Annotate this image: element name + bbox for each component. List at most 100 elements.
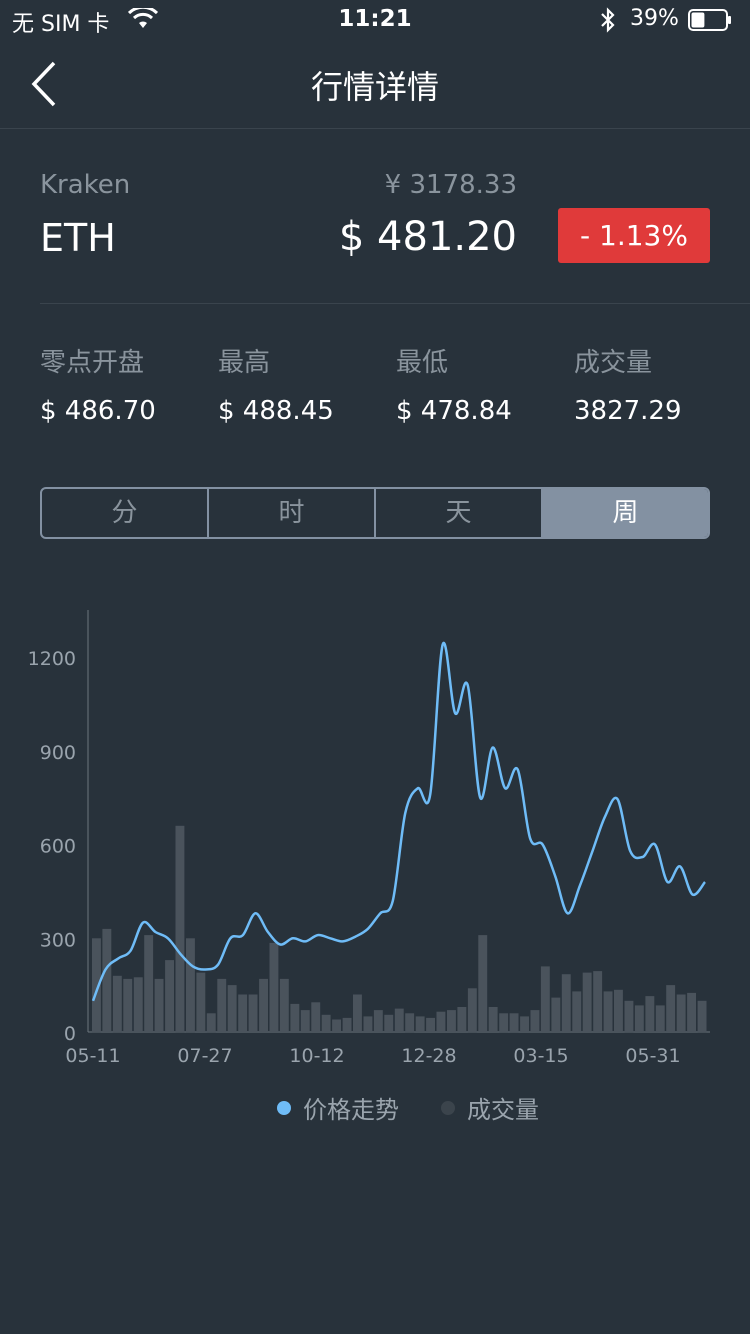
chevron-left-icon[interactable] — [28, 60, 62, 108]
volume-bar — [133, 977, 143, 1032]
volume-bar — [530, 1010, 540, 1032]
price-cny: ¥ 3178.33 — [384, 170, 517, 200]
volume-bar — [332, 1019, 341, 1032]
volume-bar — [551, 997, 561, 1032]
volume-bar — [217, 978, 227, 1032]
volume-bar — [520, 1016, 529, 1032]
volume-bar — [196, 972, 206, 1032]
x-tick-label: 10-12 — [289, 1045, 344, 1067]
tab-hour[interactable]: 时 — [209, 489, 376, 537]
volume-bar — [572, 991, 582, 1032]
stat-label: 成交量 — [574, 348, 653, 378]
stat-high: 最高 $ 488.45 — [218, 342, 388, 426]
x-tick-label: 05-31 — [625, 1045, 680, 1067]
volume-bar — [426, 1017, 435, 1032]
volume-bar — [540, 966, 550, 1032]
volume-bar — [154, 978, 164, 1032]
battery-percent: 39% — [630, 6, 679, 31]
stat-value: $ 486.70 — [40, 396, 156, 426]
volume-bar — [144, 935, 154, 1032]
volume-bar — [655, 1005, 665, 1032]
status-bar: 无 SIM 卡 11:21 39% — [0, 0, 750, 40]
change-badge: - 1.13% — [558, 208, 710, 263]
volume-bar — [614, 989, 623, 1032]
price-chart: 0 300 600 900 1200 05-11 07-27 10-12 12-28 03-15 0… — [28, 610, 710, 1067]
stat-volume: 成交量 3827.29 — [574, 342, 744, 426]
battery-icon — [688, 9, 731, 31]
volume-bar — [436, 1011, 446, 1032]
stat-label: 零点开盘 — [40, 348, 145, 378]
volume-bar — [300, 1010, 310, 1032]
y-tick-label: 0 — [64, 1023, 76, 1045]
volume-bar — [405, 1013, 415, 1033]
price-usd: $ 481.20 — [338, 214, 517, 260]
y-tick-label: 1200 — [28, 648, 76, 670]
x-tick-label: 07-27 — [177, 1045, 232, 1067]
price-line — [91, 641, 706, 1002]
tab-week[interactable]: 周 — [543, 489, 708, 537]
volume-bar — [175, 825, 185, 1033]
stat-value: $ 488.45 — [218, 396, 334, 426]
volume-bar — [697, 1000, 707, 1033]
legend-volume: 成交量 — [441, 1090, 539, 1125]
legend-volume-label: 成交量 — [467, 1096, 539, 1124]
carrier-label: 无 SIM 卡 — [12, 12, 110, 37]
chart-legend: 价格走势 成交量 — [0, 1090, 750, 1124]
volume-bar — [499, 1013, 509, 1033]
bluetooth-icon — [601, 7, 615, 33]
volume-bar — [394, 1008, 404, 1032]
page-title: 行情详情 — [310, 68, 439, 106]
stat-label: 最低 — [396, 348, 449, 378]
volume-bar — [582, 972, 592, 1032]
volume-bar — [248, 994, 258, 1032]
volume-bar — [447, 1010, 456, 1032]
stat-label: 最高 — [218, 348, 271, 378]
volume-bar — [561, 974, 571, 1032]
legend-price-marker — [277, 1100, 291, 1115]
volume-bar — [676, 994, 686, 1032]
stat-low: 最低 $ 478.84 — [396, 342, 566, 426]
volume-bar — [509, 1013, 519, 1033]
volume-bar — [123, 978, 133, 1032]
nav-bar: 行情详情 — [0, 40, 750, 129]
volume-bar — [415, 1016, 425, 1032]
y-tick-label: 600 — [40, 836, 76, 858]
coin-symbol: ETH — [40, 216, 116, 260]
volume-bar — [165, 960, 174, 1032]
wifi-icon — [128, 8, 158, 28]
volume-bar — [624, 1000, 634, 1033]
volume-bar — [353, 994, 362, 1032]
volume-bar — [488, 1007, 498, 1032]
tab-minute[interactable]: 分 — [42, 489, 209, 537]
stat-value: $ 478.84 — [396, 396, 512, 426]
volume-bar — [467, 988, 477, 1033]
legend-price-label: 价格走势 — [303, 1096, 399, 1124]
volume-bar — [92, 938, 101, 1033]
exchange-name: Kraken — [40, 170, 131, 200]
volume-bar — [290, 1003, 300, 1032]
volume-bar — [457, 1007, 467, 1032]
volume-bar — [634, 1005, 644, 1032]
x-tick-label: 12-28 — [401, 1045, 456, 1067]
volume-bar — [603, 991, 613, 1032]
interval-tabs: 分 时 天 周 — [40, 487, 710, 539]
y-tick-label: 300 — [40, 929, 76, 951]
stat-open: 零点开盘 $ 486.70 — [40, 342, 210, 426]
volume-bar — [269, 942, 279, 1032]
volume-bar — [259, 978, 268, 1032]
volume-bar — [279, 978, 289, 1032]
legend-price: 价格走势 — [277, 1090, 399, 1125]
volume-bar — [342, 1017, 352, 1032]
stat-value: 3827.29 — [574, 396, 682, 426]
volume-bar — [645, 996, 655, 1032]
x-tick-label: 05-11 — [65, 1045, 120, 1067]
volume-bar — [687, 992, 696, 1032]
volume-bar — [311, 1002, 321, 1032]
legend-volume-marker — [441, 1100, 455, 1115]
volume-bar — [384, 1014, 394, 1032]
tab-day[interactable]: 天 — [376, 489, 543, 537]
volume-bar — [112, 975, 122, 1033]
clock: 11:21 — [338, 6, 412, 32]
volume-bar — [186, 938, 195, 1033]
volume-bar — [666, 985, 676, 1032]
